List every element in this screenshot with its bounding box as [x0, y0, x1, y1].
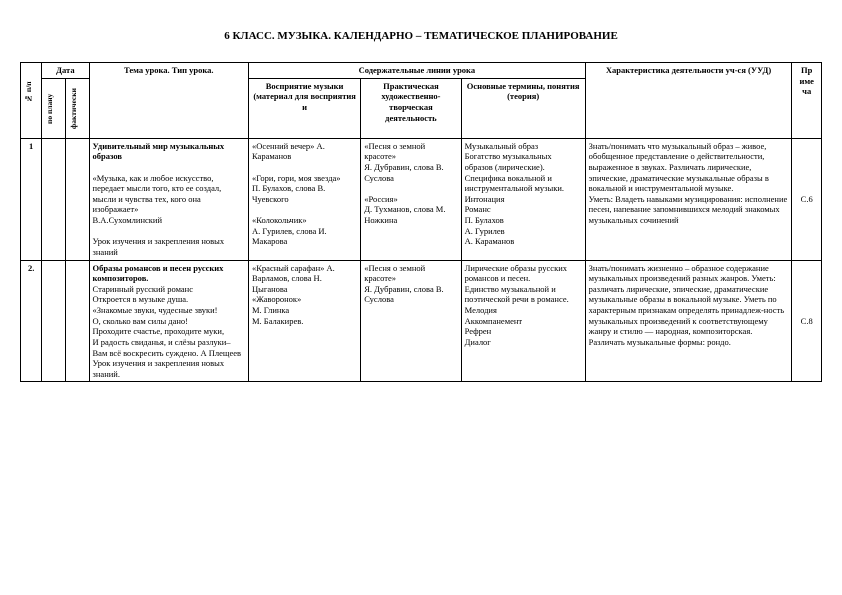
col-uud: Характеристика деятельности уч-ся (УУД) — [585, 63, 792, 139]
cell-vospr: «Осенний вечер» А. Караманов«Гори, гори,… — [249, 138, 361, 260]
cell-prim: С.8 — [792, 260, 822, 382]
cell-uud: Знать/понимать жизненно – образное содер… — [585, 260, 792, 382]
table-header: № п/п Дата Тема урока. Тип урока. Содерж… — [21, 63, 822, 139]
cell-date-plan — [42, 260, 66, 382]
cell-tema: Удивительный мир музыкальных образов«Муз… — [89, 138, 248, 260]
cell-num: 1 — [21, 138, 42, 260]
col-tema: Тема урока. Тип урока. — [89, 63, 248, 139]
col-prakt: Практическая художественно-творческая де… — [361, 78, 461, 138]
cell-prakt: «Песня о земной красоте»Я. Дубравин, сло… — [361, 138, 461, 260]
cell-prim: С.6 — [792, 138, 822, 260]
col-date-fact: фактически — [69, 81, 78, 136]
cell-num: 2. — [21, 260, 42, 382]
planning-table: № п/п Дата Тема урока. Тип урока. Содерж… — [20, 62, 822, 382]
page-title: 6 КЛАСС. МУЗЫКА. КАЛЕНДАРНО – ТЕМАТИЧЕСК… — [20, 30, 822, 42]
col-term: Основные термины, понятия (теория) — [461, 78, 585, 138]
col-vospr: Восприятие музыки (материал для восприят… — [249, 78, 361, 138]
cell-date-fact — [65, 260, 89, 382]
cell-tema: Образы романсов и песен русских композит… — [89, 260, 248, 382]
col-num: № п/п — [24, 65, 33, 120]
cell-vospr: «Красный сарафан» А. Варламов, слова Н. … — [249, 260, 361, 382]
cell-date-fact — [65, 138, 89, 260]
table-row: 1 Удивительный мир музыкальных образов«Му… — [21, 138, 822, 260]
col-prim: Пр име ча — [795, 65, 818, 97]
cell-term: Музыкальный образБогатство музыкальных о… — [461, 138, 585, 260]
table-row: 2. Образы романсов и песен русских композ… — [21, 260, 822, 382]
cell-prakt: «Песня о земной красоте»Я. Дубравин, сло… — [361, 260, 461, 382]
col-sod: Содержательные линии урока — [249, 63, 586, 79]
col-date: Дата — [42, 63, 89, 79]
cell-term: Лирические образы русских романсов и пес… — [461, 260, 585, 382]
cell-uud: Знать/понимать что музыкальный образ – ж… — [585, 138, 792, 260]
cell-date-plan — [42, 138, 66, 260]
col-date-plan: по плану — [45, 81, 54, 136]
table-body: 1 Удивительный мир музыкальных образов«Му… — [21, 138, 822, 382]
